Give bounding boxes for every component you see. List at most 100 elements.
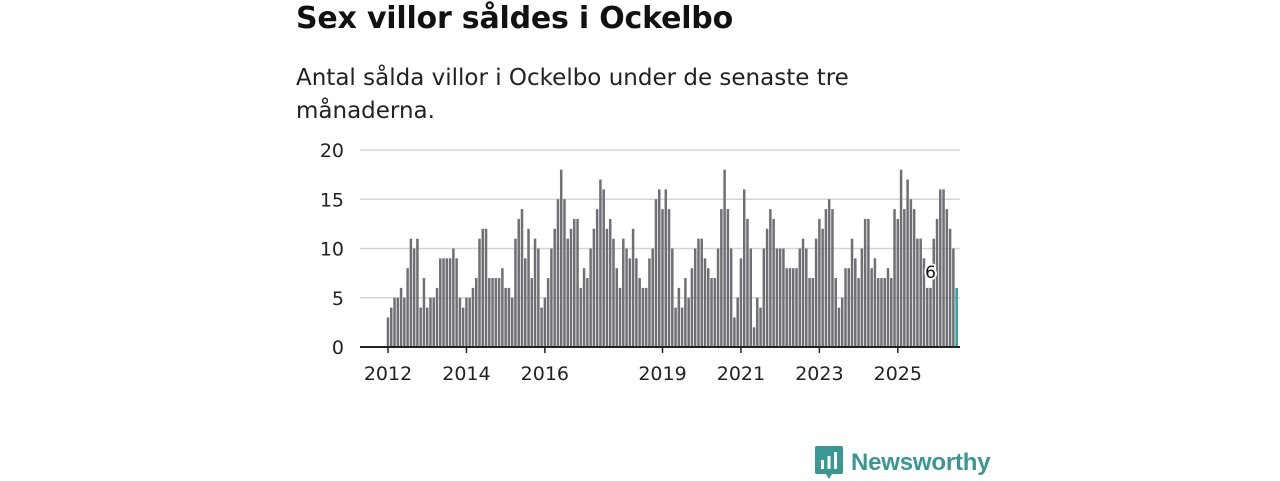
bar bbox=[635, 258, 638, 347]
bar bbox=[916, 238, 919, 347]
bar bbox=[576, 218, 579, 347]
bar bbox=[543, 297, 547, 347]
bar bbox=[860, 248, 864, 347]
bar bbox=[386, 317, 390, 347]
bar bbox=[422, 278, 426, 347]
bar bbox=[458, 297, 462, 347]
bar bbox=[533, 238, 537, 347]
bar bbox=[896, 218, 900, 347]
bar bbox=[510, 297, 514, 347]
bar bbox=[514, 238, 517, 347]
bar bbox=[671, 248, 674, 347]
bar bbox=[680, 307, 684, 347]
bar bbox=[687, 297, 690, 347]
bar bbox=[693, 248, 697, 347]
bar bbox=[791, 268, 795, 347]
bar bbox=[488, 278, 491, 347]
bar bbox=[880, 278, 883, 347]
bar bbox=[952, 248, 955, 347]
bar bbox=[769, 209, 772, 347]
y-tick-label: 20 bbox=[320, 140, 344, 162]
bar bbox=[903, 209, 906, 347]
bar bbox=[563, 199, 566, 347]
bar bbox=[419, 307, 422, 347]
bar bbox=[654, 199, 658, 347]
bar bbox=[530, 278, 534, 347]
bar bbox=[929, 287, 932, 347]
bar bbox=[925, 287, 929, 347]
y-tick-label: 0 bbox=[332, 337, 344, 359]
bar bbox=[723, 169, 726, 347]
chart-subtitle: Antal sålda villor i Ockelbo under de se… bbox=[296, 65, 849, 124]
bar bbox=[403, 297, 406, 347]
bar bbox=[742, 189, 746, 347]
bar bbox=[599, 179, 602, 347]
bar-chart: 0 5 10 15 20 2012 2014 2016 2019 2021 2023 2025 6 bbox=[320, 140, 960, 385]
bar bbox=[468, 297, 471, 347]
bar bbox=[602, 189, 605, 347]
bar bbox=[919, 238, 922, 347]
bar bbox=[805, 248, 808, 347]
bar bbox=[586, 278, 589, 347]
bar bbox=[837, 307, 841, 347]
bar bbox=[573, 218, 576, 347]
y-tick-label: 15 bbox=[320, 189, 344, 211]
bar bbox=[893, 209, 896, 347]
bar bbox=[716, 248, 720, 347]
brand-name: Newsworthy bbox=[851, 449, 991, 476]
bar bbox=[948, 228, 952, 347]
bar bbox=[886, 268, 890, 347]
bar bbox=[945, 209, 949, 347]
bar bbox=[445, 258, 449, 347]
bar bbox=[416, 238, 419, 347]
bar bbox=[638, 278, 641, 347]
bar bbox=[677, 287, 681, 347]
bar bbox=[697, 238, 700, 347]
x-tick-label: 2025 bbox=[874, 363, 922, 385]
bar bbox=[762, 248, 766, 347]
bar bbox=[808, 278, 811, 347]
bar bbox=[899, 169, 903, 347]
bar bbox=[412, 248, 416, 347]
bar bbox=[661, 209, 664, 347]
bar bbox=[818, 218, 821, 347]
bar bbox=[765, 228, 769, 347]
bar bbox=[775, 248, 779, 347]
bar bbox=[857, 278, 860, 347]
bar bbox=[491, 278, 494, 347]
bar bbox=[501, 268, 504, 347]
bar bbox=[484, 228, 488, 347]
bar bbox=[435, 287, 439, 347]
bar bbox=[922, 258, 926, 347]
bar bbox=[909, 199, 913, 347]
bar bbox=[622, 238, 625, 347]
bar bbox=[772, 218, 775, 347]
bar bbox=[778, 248, 782, 347]
bar bbox=[684, 278, 687, 347]
bar bbox=[850, 238, 854, 347]
bar bbox=[782, 248, 785, 347]
bar bbox=[497, 278, 501, 347]
bar bbox=[883, 278, 886, 347]
bar bbox=[425, 307, 429, 347]
bar bbox=[867, 218, 870, 347]
bar bbox=[821, 228, 824, 347]
bar bbox=[801, 238, 805, 347]
x-tick-label: 2021 bbox=[717, 363, 765, 385]
bar bbox=[481, 228, 485, 347]
bar bbox=[615, 268, 619, 347]
x-tick-label: 2019 bbox=[638, 363, 686, 385]
data-label: 6 bbox=[925, 263, 936, 283]
bar bbox=[667, 209, 671, 347]
bar bbox=[713, 278, 717, 347]
bar bbox=[811, 278, 815, 347]
bar bbox=[471, 287, 475, 347]
bar bbox=[631, 228, 635, 347]
bar bbox=[625, 248, 628, 347]
x-tick-label: 2023 bbox=[795, 363, 843, 385]
bar bbox=[595, 209, 599, 347]
bar bbox=[504, 287, 507, 347]
bar bbox=[494, 278, 498, 347]
bar bbox=[664, 189, 668, 347]
bar bbox=[831, 209, 834, 347]
